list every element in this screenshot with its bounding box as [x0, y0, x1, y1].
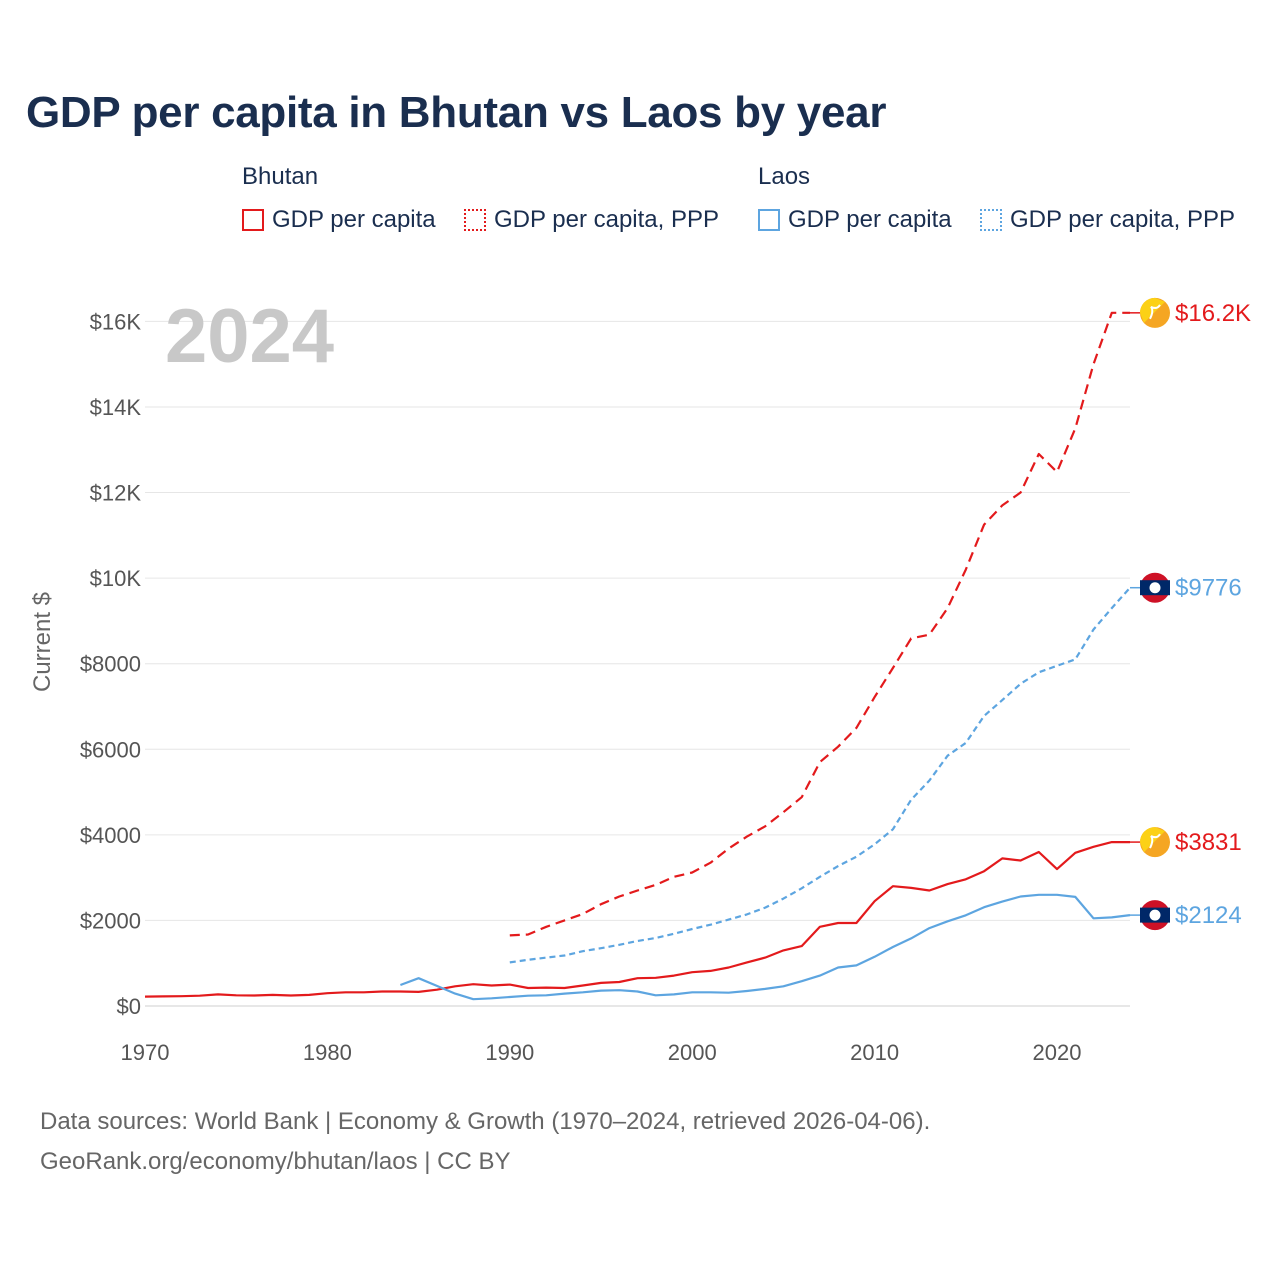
x-axis-ticks: 1970 1980 1990 2000 2010 2020 [121, 1040, 1082, 1065]
year-label: 2024 [165, 294, 334, 379]
legend-swatch-solid-icon [758, 209, 780, 231]
laos-flag-white-disc [1149, 909, 1161, 921]
end-markers: $3831 $16.2K $2124 $9776 [1130, 297, 1251, 931]
series-lines [144, 311, 1131, 1001]
legend-group-laos: Laos [758, 163, 811, 190]
legend-item-laos-gdp[interactable]: GDP per capita [758, 206, 952, 234]
legend-swatch-dotted-icon [980, 209, 1002, 231]
chart-title: GDP per capita in Bhutan vs Laos by year [26, 88, 887, 137]
legend-label: GDP per capita, PPP [494, 206, 719, 233]
x-tick-label: 1990 [485, 1040, 534, 1065]
y-tick-label: $6000 [80, 737, 141, 762]
end-value-label: $2124 [1175, 902, 1242, 929]
y-axis-ticks: $0 $2000 $4000 $6000 $8000 $10K $12K $14K $16K [80, 309, 142, 1019]
grid [145, 320, 1130, 1007]
series-line-2 [400, 893, 1131, 1001]
series-line-1 [509, 311, 1130, 937]
series-line-3 [509, 586, 1131, 964]
legend-swatch-dotted-icon [464, 209, 486, 231]
legend-item-bhutan-gdp-ppp[interactable]: GDP per capita, PPP [464, 206, 719, 234]
legend-label: GDP per capita, PPP [1010, 206, 1235, 233]
y-tick-label: $12K [90, 481, 142, 506]
legend-group-bhutan: Bhutan [242, 163, 319, 190]
x-tick-label: 2020 [1033, 1040, 1082, 1065]
legend-item-bhutan-gdp[interactable]: GDP per capita [242, 206, 436, 234]
bhutan-dragon-icon [1149, 304, 1161, 320]
end-value-label: $3831 [1175, 829, 1242, 856]
x-tick-label: 1980 [303, 1040, 352, 1065]
legend-label: GDP per capita [272, 206, 436, 233]
y-axis-label: Current $ [29, 592, 56, 692]
y-tick-label: $16K [90, 309, 142, 334]
x-tick-label: 2010 [850, 1040, 899, 1065]
legend-item-laos-gdp-ppp[interactable]: GDP per capita, PPP [980, 206, 1235, 234]
x-tick-label: 1970 [121, 1040, 170, 1065]
legend-swatch-solid-icon [242, 209, 264, 231]
footer-credit: GeoRank.org/economy/bhutan/laos | CC BY [40, 1148, 511, 1175]
y-tick-label: $10K [90, 566, 142, 591]
series-line-0 [144, 840, 1130, 998]
y-tick-label: $4000 [80, 823, 141, 848]
laos-flag-white-disc [1149, 582, 1161, 594]
y-tick-label: $0 [117, 994, 141, 1019]
end-value-label: $16.2K [1175, 300, 1251, 327]
y-tick-label: $14K [90, 395, 142, 420]
y-tick-label: $2000 [80, 908, 141, 933]
legend-label: GDP per capita [788, 206, 952, 233]
end-value-label: $9776 [1175, 575, 1242, 602]
x-tick-label: 2000 [668, 1040, 717, 1065]
bhutan-dragon-icon [1149, 833, 1161, 849]
footer-sources: Data sources: World Bank | Economy & Gro… [40, 1108, 931, 1135]
y-tick-label: $8000 [80, 652, 141, 677]
